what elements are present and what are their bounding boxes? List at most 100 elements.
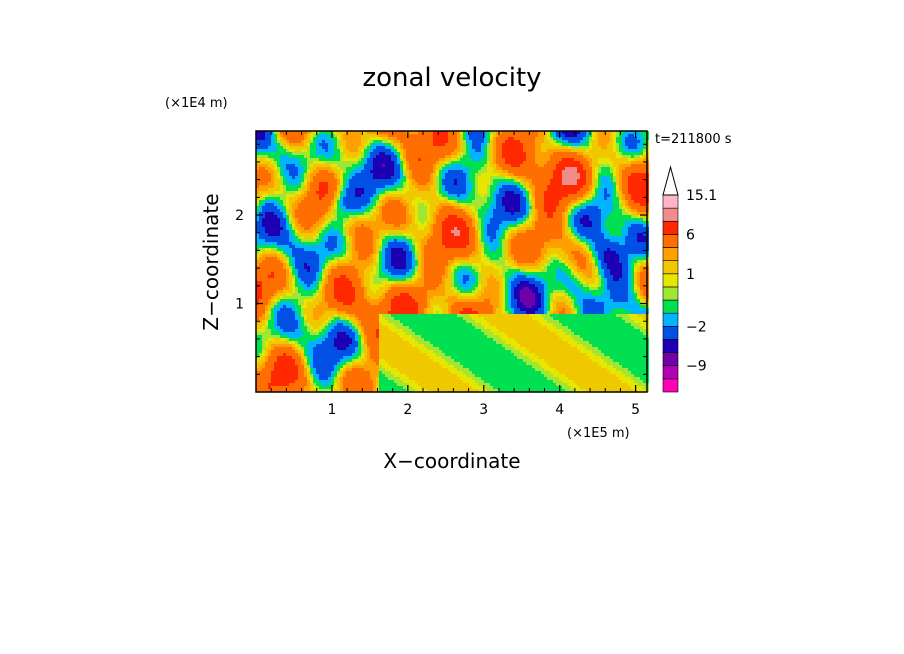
field-cell — [571, 176, 574, 179]
field-cell — [484, 185, 487, 188]
field-cell — [283, 209, 286, 212]
field-cell — [286, 242, 289, 245]
field-cell — [256, 131, 259, 134]
field-cell — [274, 170, 277, 173]
field-cell — [619, 215, 622, 218]
field-cell — [421, 242, 424, 245]
field-cell — [637, 140, 640, 143]
field-cell — [424, 200, 427, 203]
field-cell — [391, 224, 394, 227]
field-cell — [502, 239, 505, 242]
field-cell — [463, 161, 466, 164]
field-cell — [316, 209, 319, 212]
field-cell — [442, 218, 445, 221]
field-cell — [310, 176, 313, 179]
field-cell — [292, 161, 295, 164]
field-cell — [304, 227, 307, 230]
field-cell — [616, 197, 619, 200]
field-cell — [502, 197, 505, 200]
field-cell — [460, 206, 463, 209]
field-cell — [316, 200, 319, 203]
field-cell — [292, 155, 295, 158]
field-cell — [259, 230, 262, 233]
field-cell — [280, 146, 283, 149]
field-cell — [382, 176, 385, 179]
field-cell — [457, 182, 460, 185]
field-cell — [394, 197, 397, 200]
field-cell — [586, 215, 589, 218]
field-cell — [577, 236, 580, 239]
field-cell — [430, 224, 433, 227]
field-cell — [568, 179, 571, 182]
field-cell — [376, 212, 379, 215]
field-cell — [433, 239, 436, 242]
field-cell — [319, 206, 322, 209]
field-cell — [505, 131, 508, 134]
field-cell — [520, 158, 523, 161]
field-cell — [589, 224, 592, 227]
field-cell — [490, 176, 493, 179]
field-cell — [325, 197, 328, 200]
field-cell — [580, 200, 583, 203]
field-cell — [565, 182, 568, 185]
field-cell — [499, 143, 502, 146]
field-cell — [277, 137, 280, 140]
field-cell — [448, 215, 451, 218]
field-cell — [475, 137, 478, 140]
field-cell — [598, 188, 601, 191]
field-cell — [397, 170, 400, 173]
field-cell — [571, 212, 574, 215]
field-cell — [415, 224, 418, 227]
field-cell — [301, 155, 304, 158]
field-cell — [403, 224, 406, 227]
field-cell — [406, 224, 409, 227]
field-cell — [427, 143, 430, 146]
field-cell — [538, 218, 541, 221]
field-cell — [604, 167, 607, 170]
field-cell — [541, 161, 544, 164]
field-cell — [460, 134, 463, 137]
field-cell — [580, 131, 583, 134]
field-cell — [514, 185, 517, 188]
field-cell — [373, 137, 376, 140]
field-cell — [319, 182, 322, 185]
field-cell — [373, 161, 376, 164]
field-cell — [475, 152, 478, 155]
field-cell — [457, 176, 460, 179]
field-cell — [439, 227, 442, 230]
field-cell — [433, 242, 436, 245]
field-cell — [616, 215, 619, 218]
field-cell — [277, 158, 280, 161]
field-cell — [634, 137, 637, 140]
field-cell — [634, 191, 637, 194]
field-cell — [478, 233, 481, 236]
field-cell — [472, 173, 475, 176]
field-cell — [304, 134, 307, 137]
field-cell — [484, 242, 487, 245]
field-cell — [298, 152, 301, 155]
field-cell — [448, 239, 451, 242]
field-cell — [451, 242, 454, 245]
field-cell — [589, 134, 592, 137]
field-cell — [538, 143, 541, 146]
field-cell — [259, 137, 262, 140]
field-cell — [556, 215, 559, 218]
field-cell — [478, 224, 481, 227]
field-cell — [511, 236, 514, 239]
field-cell — [592, 218, 595, 221]
field-cell — [631, 146, 634, 149]
field-cell — [526, 206, 529, 209]
field-cell — [325, 224, 328, 227]
field-cell — [385, 239, 388, 242]
field-cell — [340, 212, 343, 215]
field-cell — [466, 167, 469, 170]
field-cell — [556, 137, 559, 140]
field-cell — [364, 233, 367, 236]
field-cell — [565, 236, 568, 239]
field-cell — [361, 227, 364, 230]
field-cell — [313, 179, 316, 182]
field-cell — [397, 152, 400, 155]
field-cell — [310, 179, 313, 182]
field-cell — [457, 167, 460, 170]
field-cell — [322, 197, 325, 200]
